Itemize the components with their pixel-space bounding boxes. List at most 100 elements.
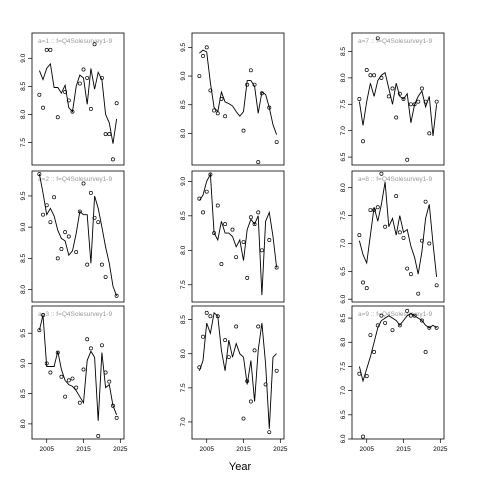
data-point <box>234 324 239 329</box>
panel-label: a=7 :: f=Q4Solesurvey1-9 <box>358 38 432 45</box>
data-point <box>397 323 402 328</box>
data-point <box>96 434 101 438</box>
x-tick-label: 2015 <box>236 446 251 453</box>
panel-6: 7.0 7.5 8.0 8.5 2005 2015 2025 <box>180 305 288 453</box>
y-tick-label: 8.0 <box>340 183 347 192</box>
y-tick-label: 7.5 <box>180 383 187 392</box>
y-tick-label: 8.0 <box>180 129 187 138</box>
data-point <box>41 313 45 318</box>
data-point <box>37 328 42 333</box>
data-point <box>208 88 213 93</box>
panel-frame <box>31 170 125 303</box>
data-point <box>74 385 79 390</box>
data-point <box>256 210 261 215</box>
data-point <box>55 256 60 261</box>
data-point <box>103 370 108 375</box>
y-tick-label: 7.5 <box>340 99 347 108</box>
data-point <box>55 115 60 120</box>
data-point <box>434 283 439 288</box>
data-point <box>208 314 213 319</box>
data-point <box>59 247 64 251</box>
panel-frame <box>31 32 125 166</box>
data-point <box>368 333 373 337</box>
data-point <box>99 343 104 348</box>
data-point <box>201 334 205 339</box>
data-point <box>408 272 413 277</box>
data-point <box>81 67 86 72</box>
data-point <box>85 262 90 267</box>
data-point <box>394 194 399 199</box>
data-point <box>364 68 369 72</box>
data-point <box>419 86 424 91</box>
data-point <box>111 157 115 162</box>
data-point <box>405 157 410 162</box>
data-point <box>397 230 402 235</box>
data-point <box>66 98 71 103</box>
y-tick-label: 8.0 <box>20 285 27 294</box>
y-tick-label: 7.5 <box>20 138 27 147</box>
y-tick-label: 8.5 <box>180 211 187 220</box>
data-point <box>361 280 365 285</box>
data-point <box>379 171 384 176</box>
data-point <box>59 374 64 379</box>
y-tick-label: 6.0 <box>340 294 347 303</box>
y-tick-label: 8.0 <box>20 419 27 428</box>
panel-1: 7.5 8.0 8.5 9.0 a=1 :: f=Q4Solesurvey1-9 <box>20 32 125 166</box>
data-point <box>107 379 112 384</box>
data-point <box>401 97 406 101</box>
data-point <box>44 47 49 52</box>
panel-label: a=3 :: f=Q4Solesurvey1-9 <box>38 311 112 318</box>
data-point <box>252 222 257 227</box>
panel-frame <box>31 305 125 440</box>
data-point <box>52 195 57 200</box>
data-point <box>114 415 119 420</box>
y-tick-label: 7.5 <box>180 280 187 289</box>
panel-8: 6.0 6.5 7.0 7.5 8.0 a=8 :: f=Q4Solesurvey1-9 <box>340 170 445 304</box>
data-point <box>427 241 432 246</box>
data-point <box>248 68 253 73</box>
panel-label: a=1 :: f=Q4Solesurvey1-9 <box>38 38 112 45</box>
data-point <box>364 286 369 291</box>
data-point <box>245 275 250 280</box>
y-tick-label: 6.5 <box>340 266 347 275</box>
data-point <box>88 346 93 351</box>
data-point <box>204 189 209 194</box>
data-point <box>107 132 112 137</box>
data-point <box>63 230 68 235</box>
data-point <box>99 75 104 80</box>
data-point <box>379 75 384 80</box>
series-line <box>38 174 118 296</box>
data-point <box>274 265 279 270</box>
data-point <box>372 73 377 78</box>
data-point <box>390 328 395 333</box>
data-point <box>241 416 246 421</box>
data-point <box>248 215 253 220</box>
data-point <box>419 238 424 243</box>
y-tick-label: 9.5 <box>180 42 187 51</box>
data-point <box>259 91 264 96</box>
x-tick-label: 2025 <box>433 446 448 453</box>
data-point <box>252 82 257 87</box>
data-point <box>70 376 75 381</box>
y-tick-label: 8.5 <box>180 315 187 324</box>
data-point <box>427 131 432 136</box>
y-tick-label: 7.0 <box>340 239 347 248</box>
panel-label: a=8 :: f=Q4Solesurvey1-9 <box>358 176 432 183</box>
x-axis-label: Year <box>229 461 252 473</box>
y-tick-label: 7.5 <box>340 211 347 220</box>
data-point <box>274 140 279 144</box>
data-point <box>99 262 104 267</box>
data-point <box>386 94 391 99</box>
y-tick-label: 8.5 <box>20 81 27 90</box>
data-point <box>230 227 235 232</box>
data-point <box>405 308 410 313</box>
data-point <box>37 172 42 177</box>
data-point <box>197 365 202 370</box>
data-point <box>267 430 272 435</box>
data-point <box>223 222 228 227</box>
data-point <box>114 293 119 298</box>
data-point <box>372 349 377 354</box>
series-line <box>358 71 438 137</box>
panel-frame <box>351 32 445 166</box>
